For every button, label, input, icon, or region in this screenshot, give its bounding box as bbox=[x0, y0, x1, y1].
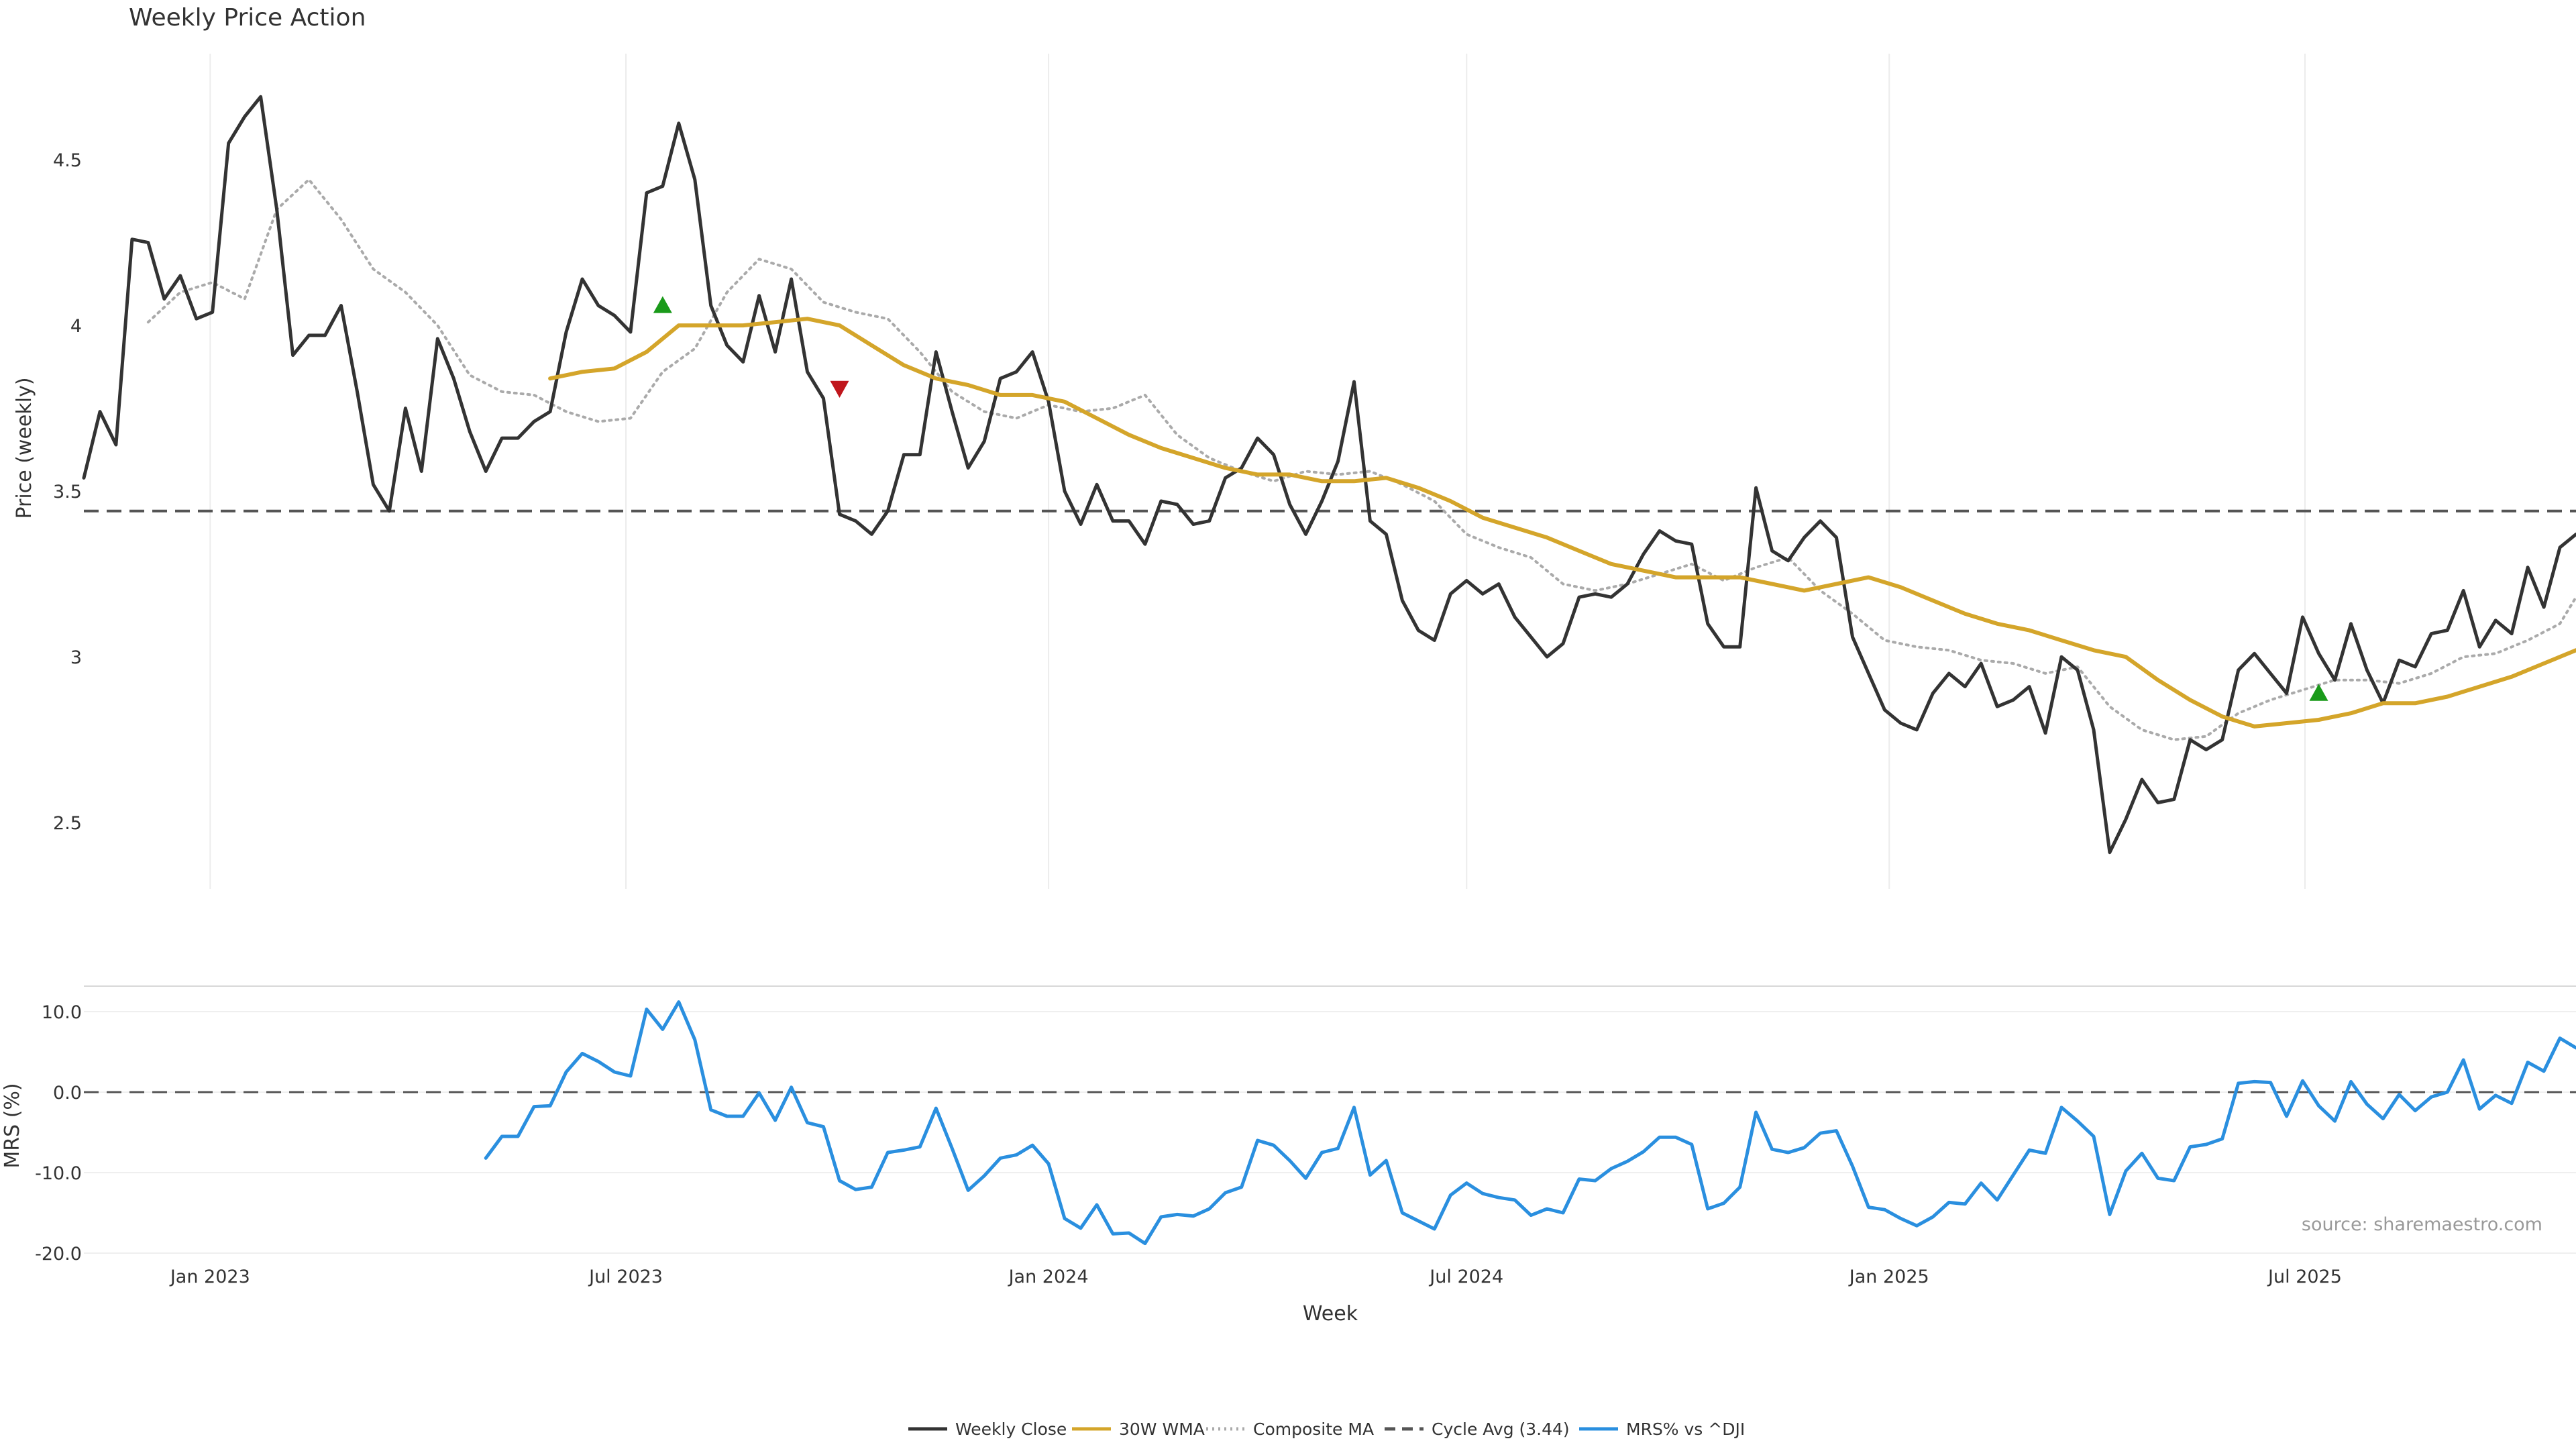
mrs-series bbox=[484, 1000, 2576, 1246]
price-y-tick-label: 4 bbox=[70, 316, 82, 337]
source-note: source: sharemaestro.com bbox=[2302, 1214, 2542, 1235]
x-tick-label: Jul 2024 bbox=[1428, 1267, 1503, 1287]
price-y-axis: 2.5 3 3.5 4 4.5 bbox=[53, 150, 82, 834]
legend-label: Weekly Close bbox=[955, 1419, 1067, 1439]
legend-label: Composite MA bbox=[1253, 1419, 1374, 1439]
legend-label: 30W WMA bbox=[1119, 1419, 1205, 1439]
price-y-tick-label: 4.5 bbox=[53, 150, 82, 171]
signal-markers bbox=[653, 296, 2328, 701]
price-series bbox=[82, 95, 2576, 855]
x-tick-label: Jul 2023 bbox=[588, 1267, 663, 1287]
x-tick-label: Jan 2023 bbox=[169, 1267, 250, 1287]
mrs-y-axis-label: MRS (%) bbox=[1, 1083, 24, 1168]
mrs-y-tick-label: -20.0 bbox=[35, 1244, 82, 1265]
mrs-line bbox=[484, 1000, 2576, 1246]
mrs-y-tick-label: 0.0 bbox=[53, 1083, 82, 1104]
price-y-tick-label: 2.5 bbox=[53, 813, 82, 834]
mrs-y-tick-label: -10.0 bbox=[35, 1163, 82, 1184]
x-tick-label: Jan 2025 bbox=[1848, 1267, 1929, 1287]
composite-ma-line bbox=[146, 178, 2576, 741]
legend-label: Cycle Avg (3.44) bbox=[1432, 1419, 1570, 1439]
legend: Weekly Close 30W WMA Composite MA Cycle Avg… bbox=[908, 1419, 1745, 1439]
buy-signal-marker bbox=[2309, 684, 2328, 701]
price-grid bbox=[209, 54, 2306, 889]
x-axis-ticks: Jan 2023 Jul 2023 Jan 2024 Jul 2024 Jan 2025… bbox=[169, 1267, 2342, 1287]
price-y-axis-label: Price (weekly) bbox=[13, 377, 36, 519]
legend-label: MRS% vs ^DJI bbox=[1626, 1419, 1745, 1439]
price-y-tick-label: 3 bbox=[70, 647, 82, 668]
sell-signal-marker bbox=[830, 380, 849, 398]
mrs-y-axis: 10.0 0.0 -10.0 -20.0 bbox=[35, 1002, 82, 1265]
price-y-tick-label: 3.5 bbox=[53, 482, 82, 502]
x-tick-label: Jul 2025 bbox=[2267, 1267, 2342, 1287]
chart-title: Weekly Price Action bbox=[129, 4, 366, 32]
x-axis-label: Week bbox=[1303, 1302, 1358, 1326]
wma-30w-line bbox=[548, 317, 2576, 729]
x-tick-label: Jan 2024 bbox=[1008, 1267, 1089, 1287]
mrs-y-tick-label: 10.0 bbox=[42, 1002, 82, 1023]
buy-signal-marker bbox=[653, 296, 672, 313]
